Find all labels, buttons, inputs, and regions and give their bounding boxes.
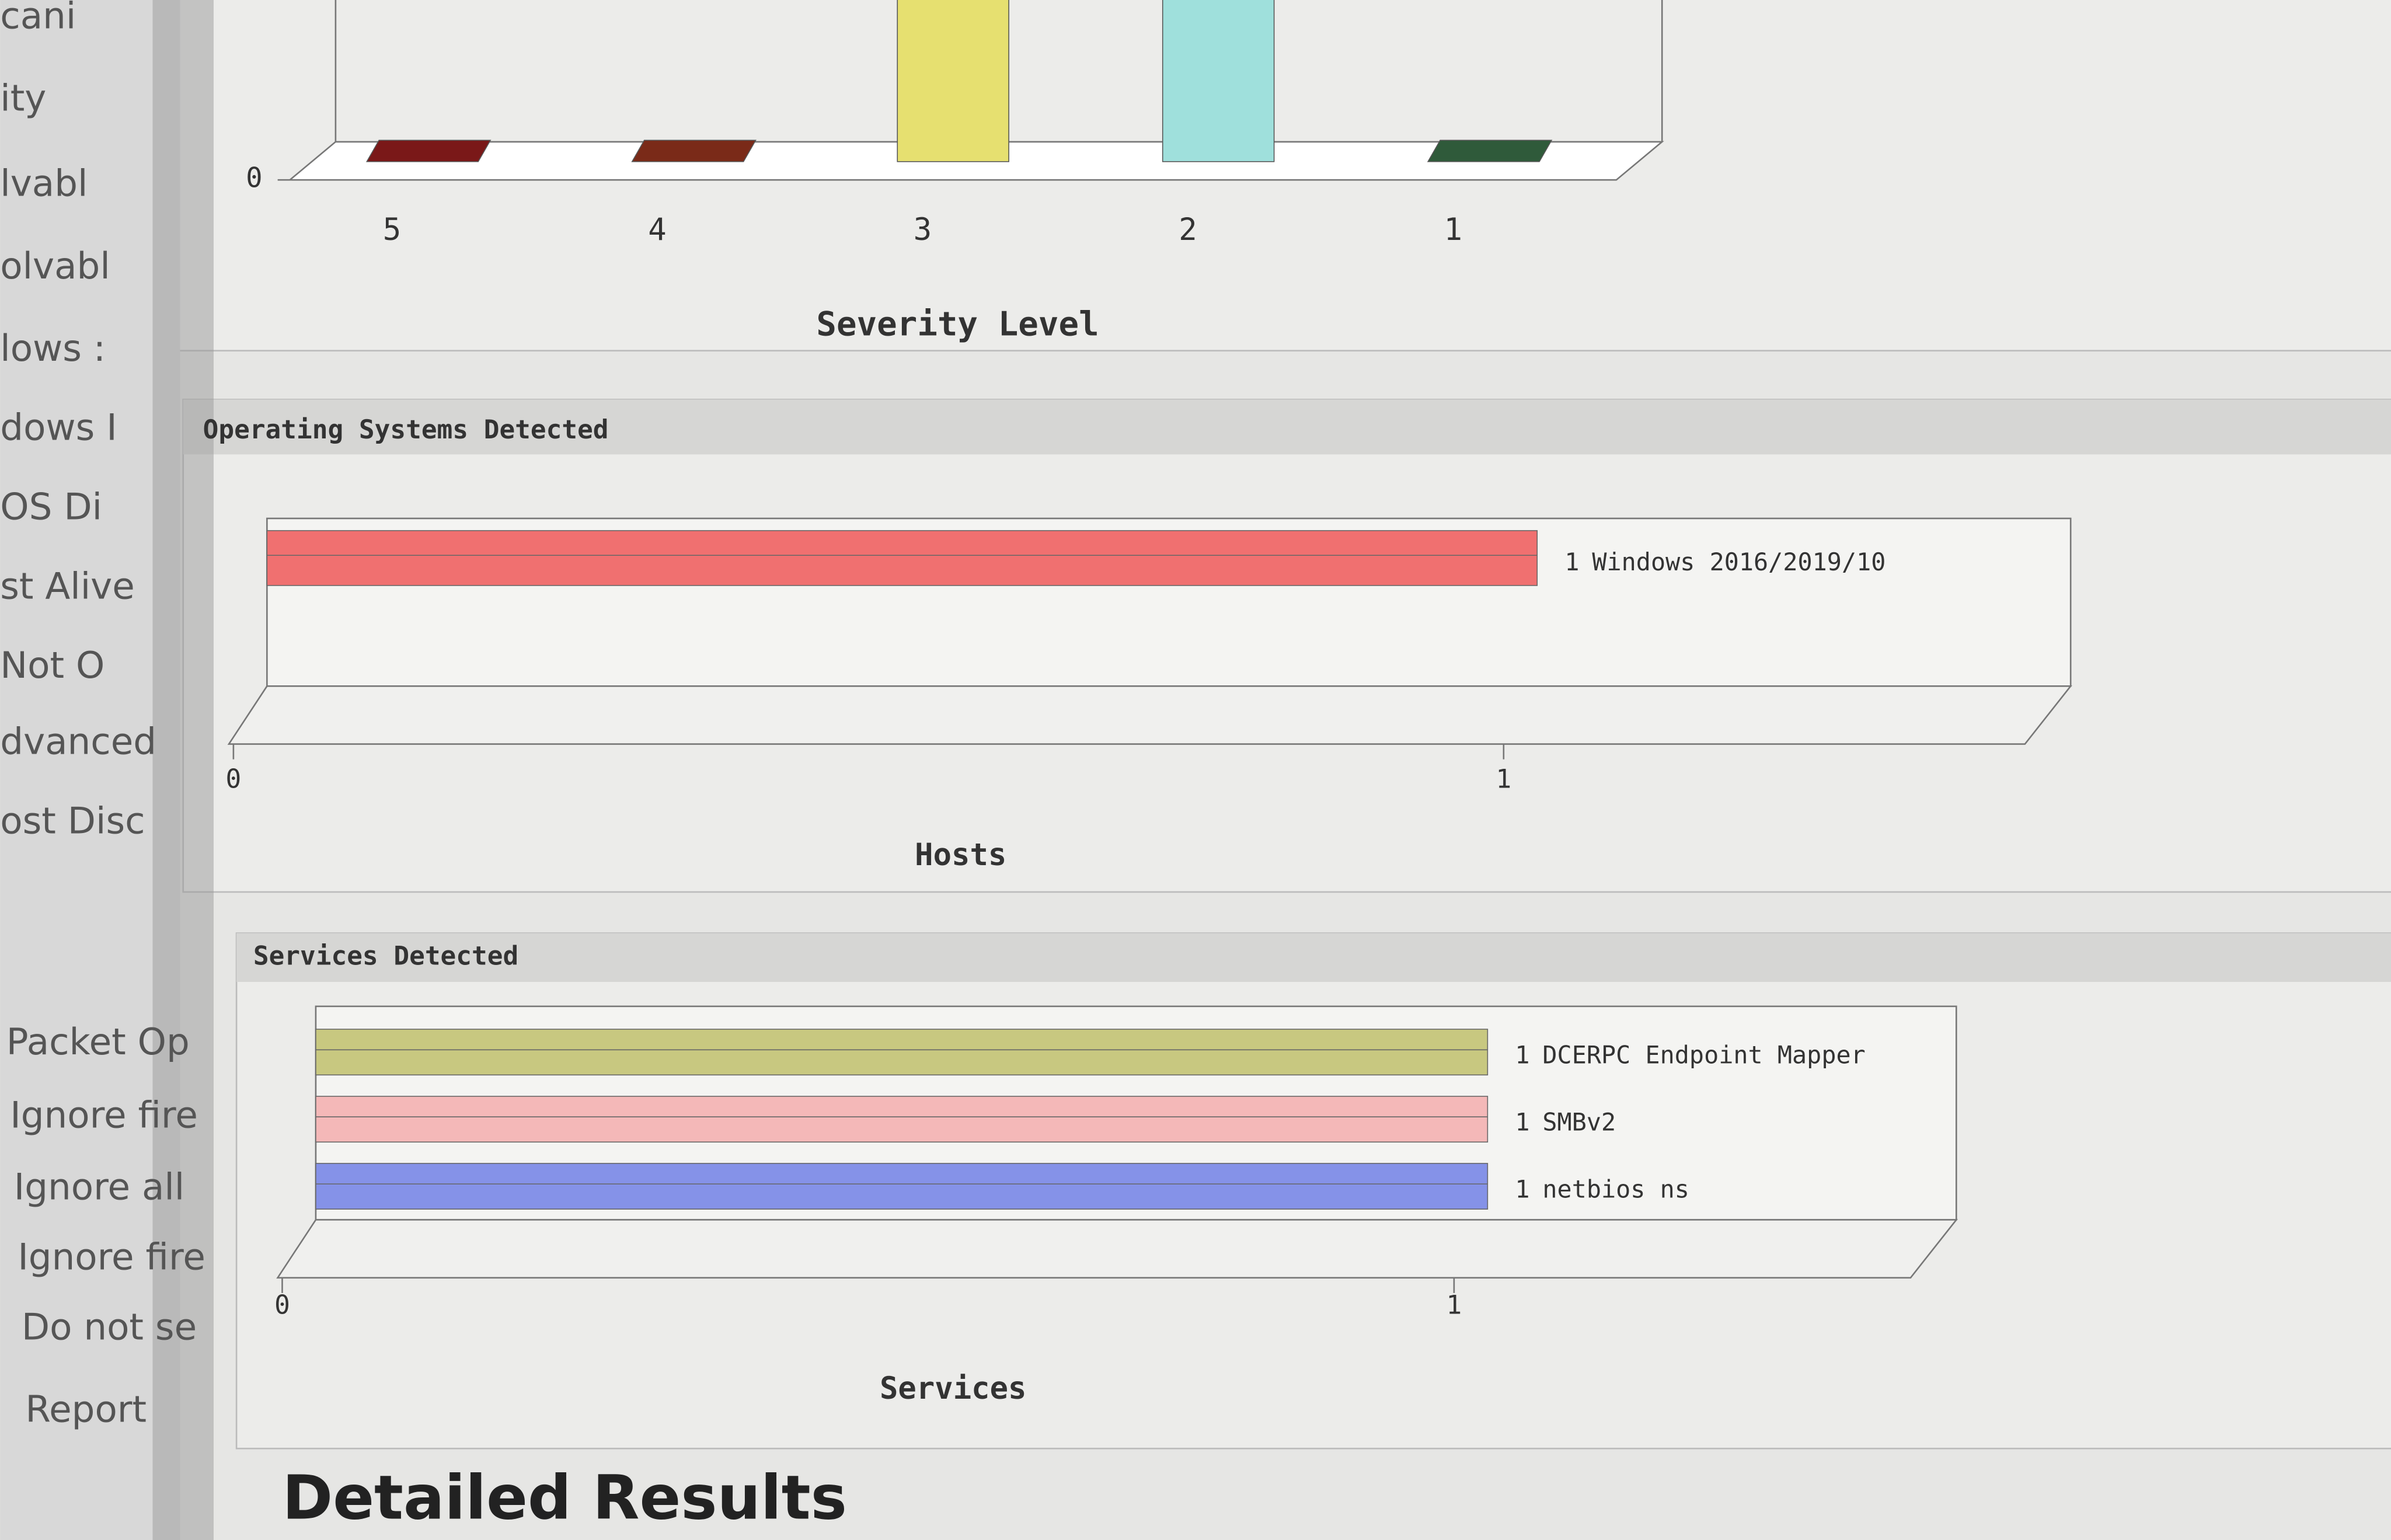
sidebar-item[interactable]: olvabl <box>0 245 110 287</box>
sidebar-item[interactable]: Ignore fire <box>18 1236 205 1278</box>
panel-title: Services Detected <box>253 941 518 971</box>
panel-title: Operating Systems Detected <box>203 415 609 445</box>
sidebar-item[interactable]: dows I <box>0 406 117 449</box>
value-label: 1 <box>1515 1041 1529 1069</box>
sidebar-item[interactable]: Packet Op <box>6 1020 190 1063</box>
sidebar-item[interactable]: lvabl <box>0 162 88 205</box>
bar <box>315 1096 1489 1143</box>
sidebar-item[interactable]: Ignore all <box>14 1165 184 1208</box>
category-label: Windows 2016/2019/10 <box>1592 548 1885 576</box>
sidebar-item[interactable]: Report <box>25 1388 147 1431</box>
sidebar-item[interactable]: ity <box>0 76 46 119</box>
sidebar-shadow <box>152 0 214 1540</box>
sidebar-item[interactable]: lows : <box>0 327 106 370</box>
charts: 0 5 4 3 2 1 Severity Level Operating Systems De… <box>203 0 2072 1406</box>
sidebar-item[interactable]: cani <box>0 0 76 37</box>
x-tick-label: 1 <box>1447 1290 1462 1320</box>
x-tick-label: 5 <box>383 212 401 248</box>
bar-top <box>1427 140 1553 162</box>
value-label: 1 <box>1515 1107 1529 1136</box>
heading: Detailed Results <box>282 1462 846 1534</box>
category-label: netbios ns <box>1542 1175 1689 1203</box>
bar <box>1162 0 1275 162</box>
bar <box>315 1163 1489 1210</box>
axis-label: Severity Level <box>816 305 1099 344</box>
x-tick-label: 3 <box>914 212 932 248</box>
sidebar-item[interactable]: OS Di <box>0 485 102 528</box>
category-label: SMBv2 <box>1542 1107 1616 1136</box>
bar <box>266 530 1538 586</box>
x-tick-label: 1 <box>1496 764 1511 794</box>
axis-label: Hosts <box>915 838 1006 873</box>
plot-floor <box>276 1219 1958 1279</box>
sidebar-item[interactable]: Not O <box>0 644 104 687</box>
x-tick-label: 0 <box>226 764 242 794</box>
x-tick-label: 1 <box>1444 212 1462 248</box>
value-label: 1 <box>1564 548 1579 576</box>
y-tick-label: 0 <box>246 162 262 194</box>
bar <box>897 0 1009 162</box>
axis-label: Services <box>880 1371 1027 1406</box>
plot-floor <box>227 685 2072 745</box>
panel-header <box>183 399 2391 455</box>
sidebar-item[interactable]: Do not se <box>22 1306 197 1349</box>
x-tick-label: 2 <box>1179 212 1197 248</box>
category-label: DCERPC Endpoint Mapper <box>1542 1041 1865 1069</box>
sidebar-item[interactable]: Ignore fire <box>10 1094 198 1137</box>
panel-header <box>236 933 2391 982</box>
bar-top <box>365 140 492 162</box>
sidebar-item[interactable]: dvanced <box>0 720 156 763</box>
sidebar-items: cani ity lvabl olvabl lows : dows I OS Di st Al… <box>0 0 205 1431</box>
sidebar <box>0 0 180 1540</box>
bar <box>315 1029 1489 1076</box>
bar-top <box>631 140 757 162</box>
sidebar-item[interactable]: ost Disc <box>0 800 145 842</box>
value-label: 1 <box>1515 1175 1529 1203</box>
x-tick-label: 4 <box>648 212 666 248</box>
x-tick-label: 0 <box>274 1290 290 1320</box>
sidebar-item[interactable]: st Alive <box>0 565 135 607</box>
